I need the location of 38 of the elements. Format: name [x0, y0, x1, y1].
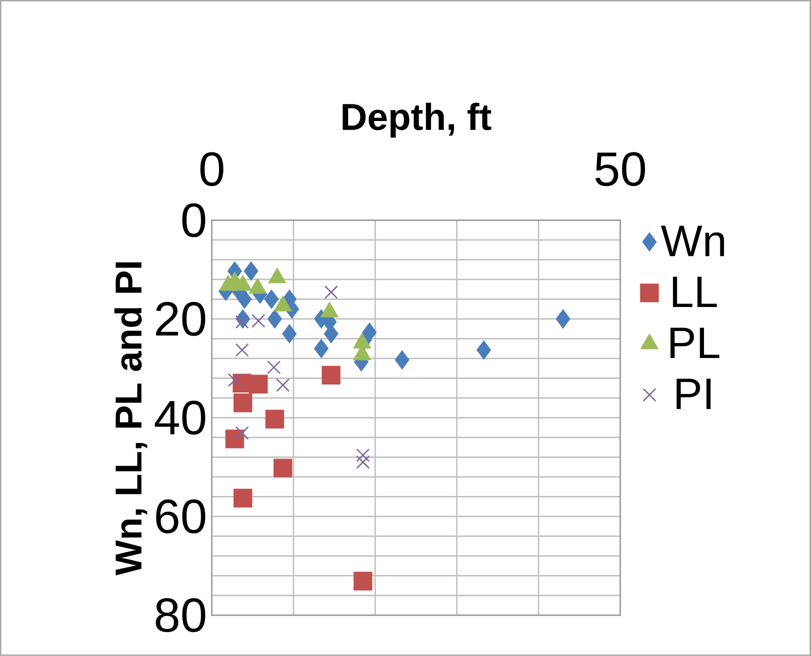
point [235, 343, 249, 357]
point [394, 350, 410, 370]
y-tick-label: 80 [156, 598, 206, 632]
y-tick-label: 0 [182, 203, 206, 238]
point [235, 315, 249, 329]
y-axis-title: Wn, LL, PL and PI [114, 262, 148, 576]
point [264, 290, 279, 309]
point [268, 310, 282, 328]
y-tick-label: 40 [154, 400, 206, 435]
y-tick-label: 60 [156, 499, 206, 534]
point [324, 286, 338, 300]
legend-label: PI [676, 378, 711, 410]
legend-label: LL [672, 276, 717, 308]
point [476, 340, 491, 360]
point [274, 458, 292, 478]
point [234, 488, 252, 508]
point [265, 410, 284, 429]
point [556, 310, 570, 328]
point [244, 262, 258, 280]
y-tick-label: 20 [156, 302, 206, 336]
point [356, 448, 370, 462]
point [282, 324, 297, 344]
point [322, 366, 340, 385]
point [267, 360, 281, 374]
point [252, 314, 266, 328]
point [225, 430, 244, 448]
point [249, 374, 268, 394]
point [234, 394, 252, 412]
point [314, 339, 328, 358]
point [276, 378, 290, 392]
point [228, 373, 242, 388]
x-tick-label: 50 [595, 152, 646, 186]
x-axis-title: Depth, ft [342, 102, 492, 138]
legend-label: PL [670, 328, 720, 358]
legend-label: Wn [660, 226, 724, 256]
point [354, 572, 372, 591]
point [235, 426, 249, 440]
point [356, 455, 370, 469]
